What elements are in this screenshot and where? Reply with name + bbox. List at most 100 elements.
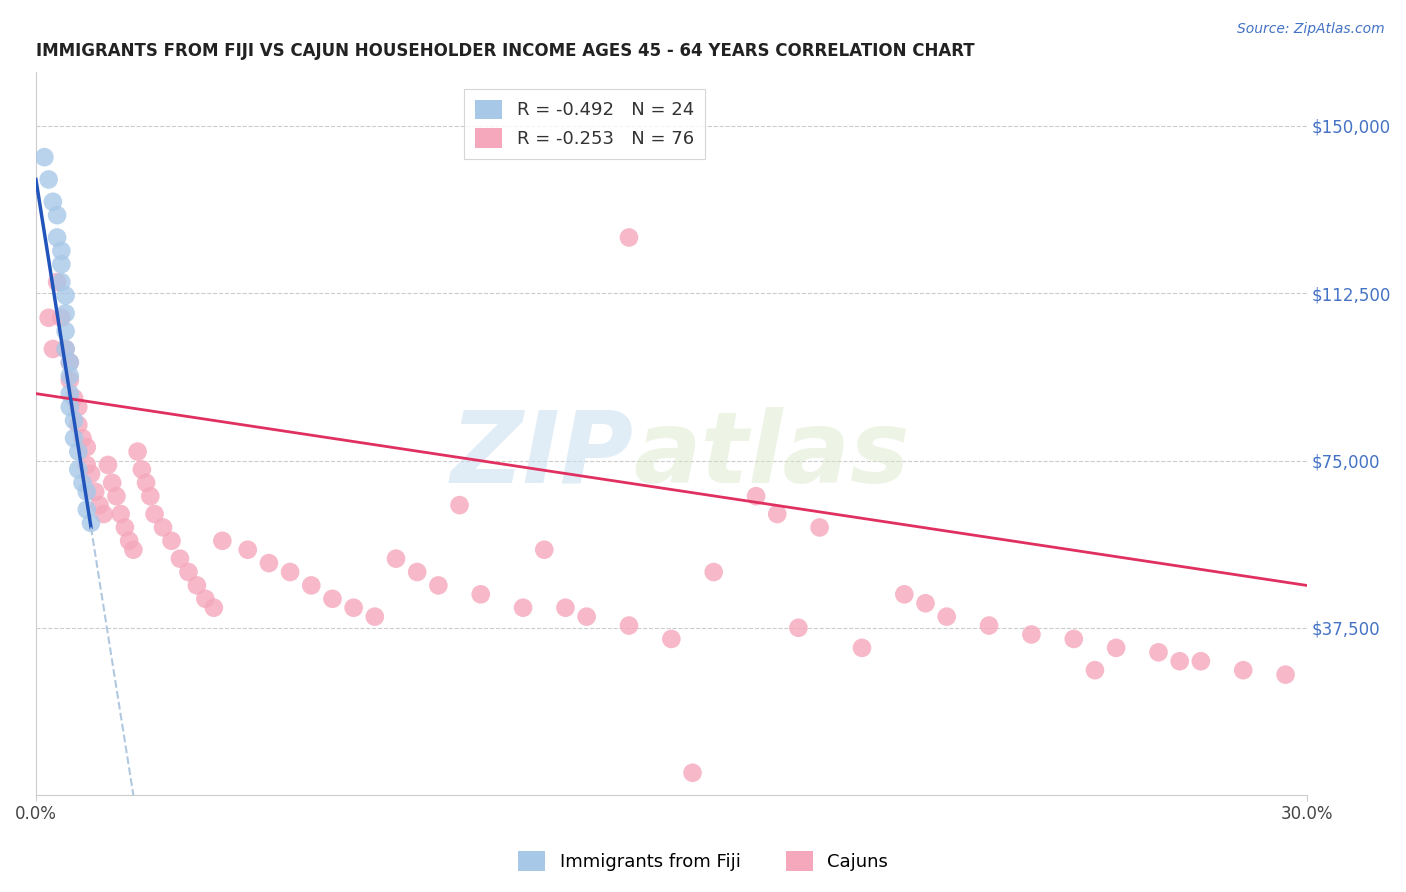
Point [72,431,94,445]
Point [1147,645,1170,659]
Point [1063,632,1085,646]
Point [42,194,65,209]
Point [59,355,82,369]
Point [139,489,162,503]
Point [84,484,107,499]
Point [1084,663,1107,677]
Point [321,591,343,606]
Point [1189,654,1212,668]
Point [114,520,136,534]
Point [682,765,704,780]
Point [703,565,725,579]
Point [63,413,86,427]
Point [76,440,98,454]
Point [194,591,217,606]
Point [449,498,471,512]
Point [1021,627,1043,641]
Point [55,306,77,320]
Point [135,475,157,490]
Point [575,609,598,624]
Point [34,150,56,164]
Point [59,386,82,401]
Point [427,578,450,592]
Point [1232,663,1254,677]
Text: Source: ZipAtlas.com: Source: ZipAtlas.com [1237,22,1385,37]
Point [385,551,408,566]
Point [76,458,98,472]
Point [59,368,82,383]
Point [851,640,873,655]
Point [80,467,103,481]
Point [76,502,98,516]
Point [80,516,103,530]
Point [160,533,183,548]
Point [118,533,141,548]
Point [51,257,73,271]
Point [55,342,77,356]
Point [406,565,429,579]
Point [55,288,77,302]
Point [177,565,200,579]
Point [236,542,259,557]
Point [89,498,111,512]
Point [299,578,322,592]
Point [152,520,174,534]
Point [42,342,65,356]
Point [808,520,831,534]
Legend: Immigrants from Fiji, Cajuns: Immigrants from Fiji, Cajuns [510,844,896,879]
Point [470,587,492,601]
Point [55,342,77,356]
Point [169,551,191,566]
Legend: R = -0.492   N = 24, R = -0.253   N = 76: R = -0.492 N = 24, R = -0.253 N = 76 [464,88,704,159]
Point [512,600,534,615]
Point [59,373,82,387]
Point [63,431,86,445]
Point [1168,654,1191,668]
Point [67,417,90,432]
Point [257,556,280,570]
Point [110,507,132,521]
Point [143,507,166,521]
Point [93,507,115,521]
Point [51,244,73,258]
Point [202,600,225,615]
Point [343,600,366,615]
Point [46,275,69,289]
Point [1105,640,1128,655]
Point [617,230,640,244]
Point [51,310,73,325]
Point [72,475,94,490]
Point [617,618,640,632]
Point [38,310,60,325]
Point [127,444,149,458]
Point [122,542,145,557]
Text: ZIP: ZIP [450,407,633,504]
Point [105,489,128,503]
Point [38,172,60,186]
Point [745,489,768,503]
Point [46,230,69,244]
Point [787,621,810,635]
Point [364,609,387,624]
Point [67,462,90,476]
Point [186,578,208,592]
Point [533,542,555,557]
Point [55,324,77,338]
Point [278,565,301,579]
Point [63,391,86,405]
Point [977,618,1000,632]
Point [67,400,90,414]
Point [59,400,82,414]
Point [59,355,82,369]
Point [659,632,682,646]
Point [97,458,120,472]
Point [893,587,915,601]
Point [1274,667,1296,681]
Text: atlas: atlas [633,407,910,504]
Point [76,484,98,499]
Point [131,462,153,476]
Point [554,600,576,615]
Point [101,475,124,490]
Point [67,444,90,458]
Point [51,275,73,289]
